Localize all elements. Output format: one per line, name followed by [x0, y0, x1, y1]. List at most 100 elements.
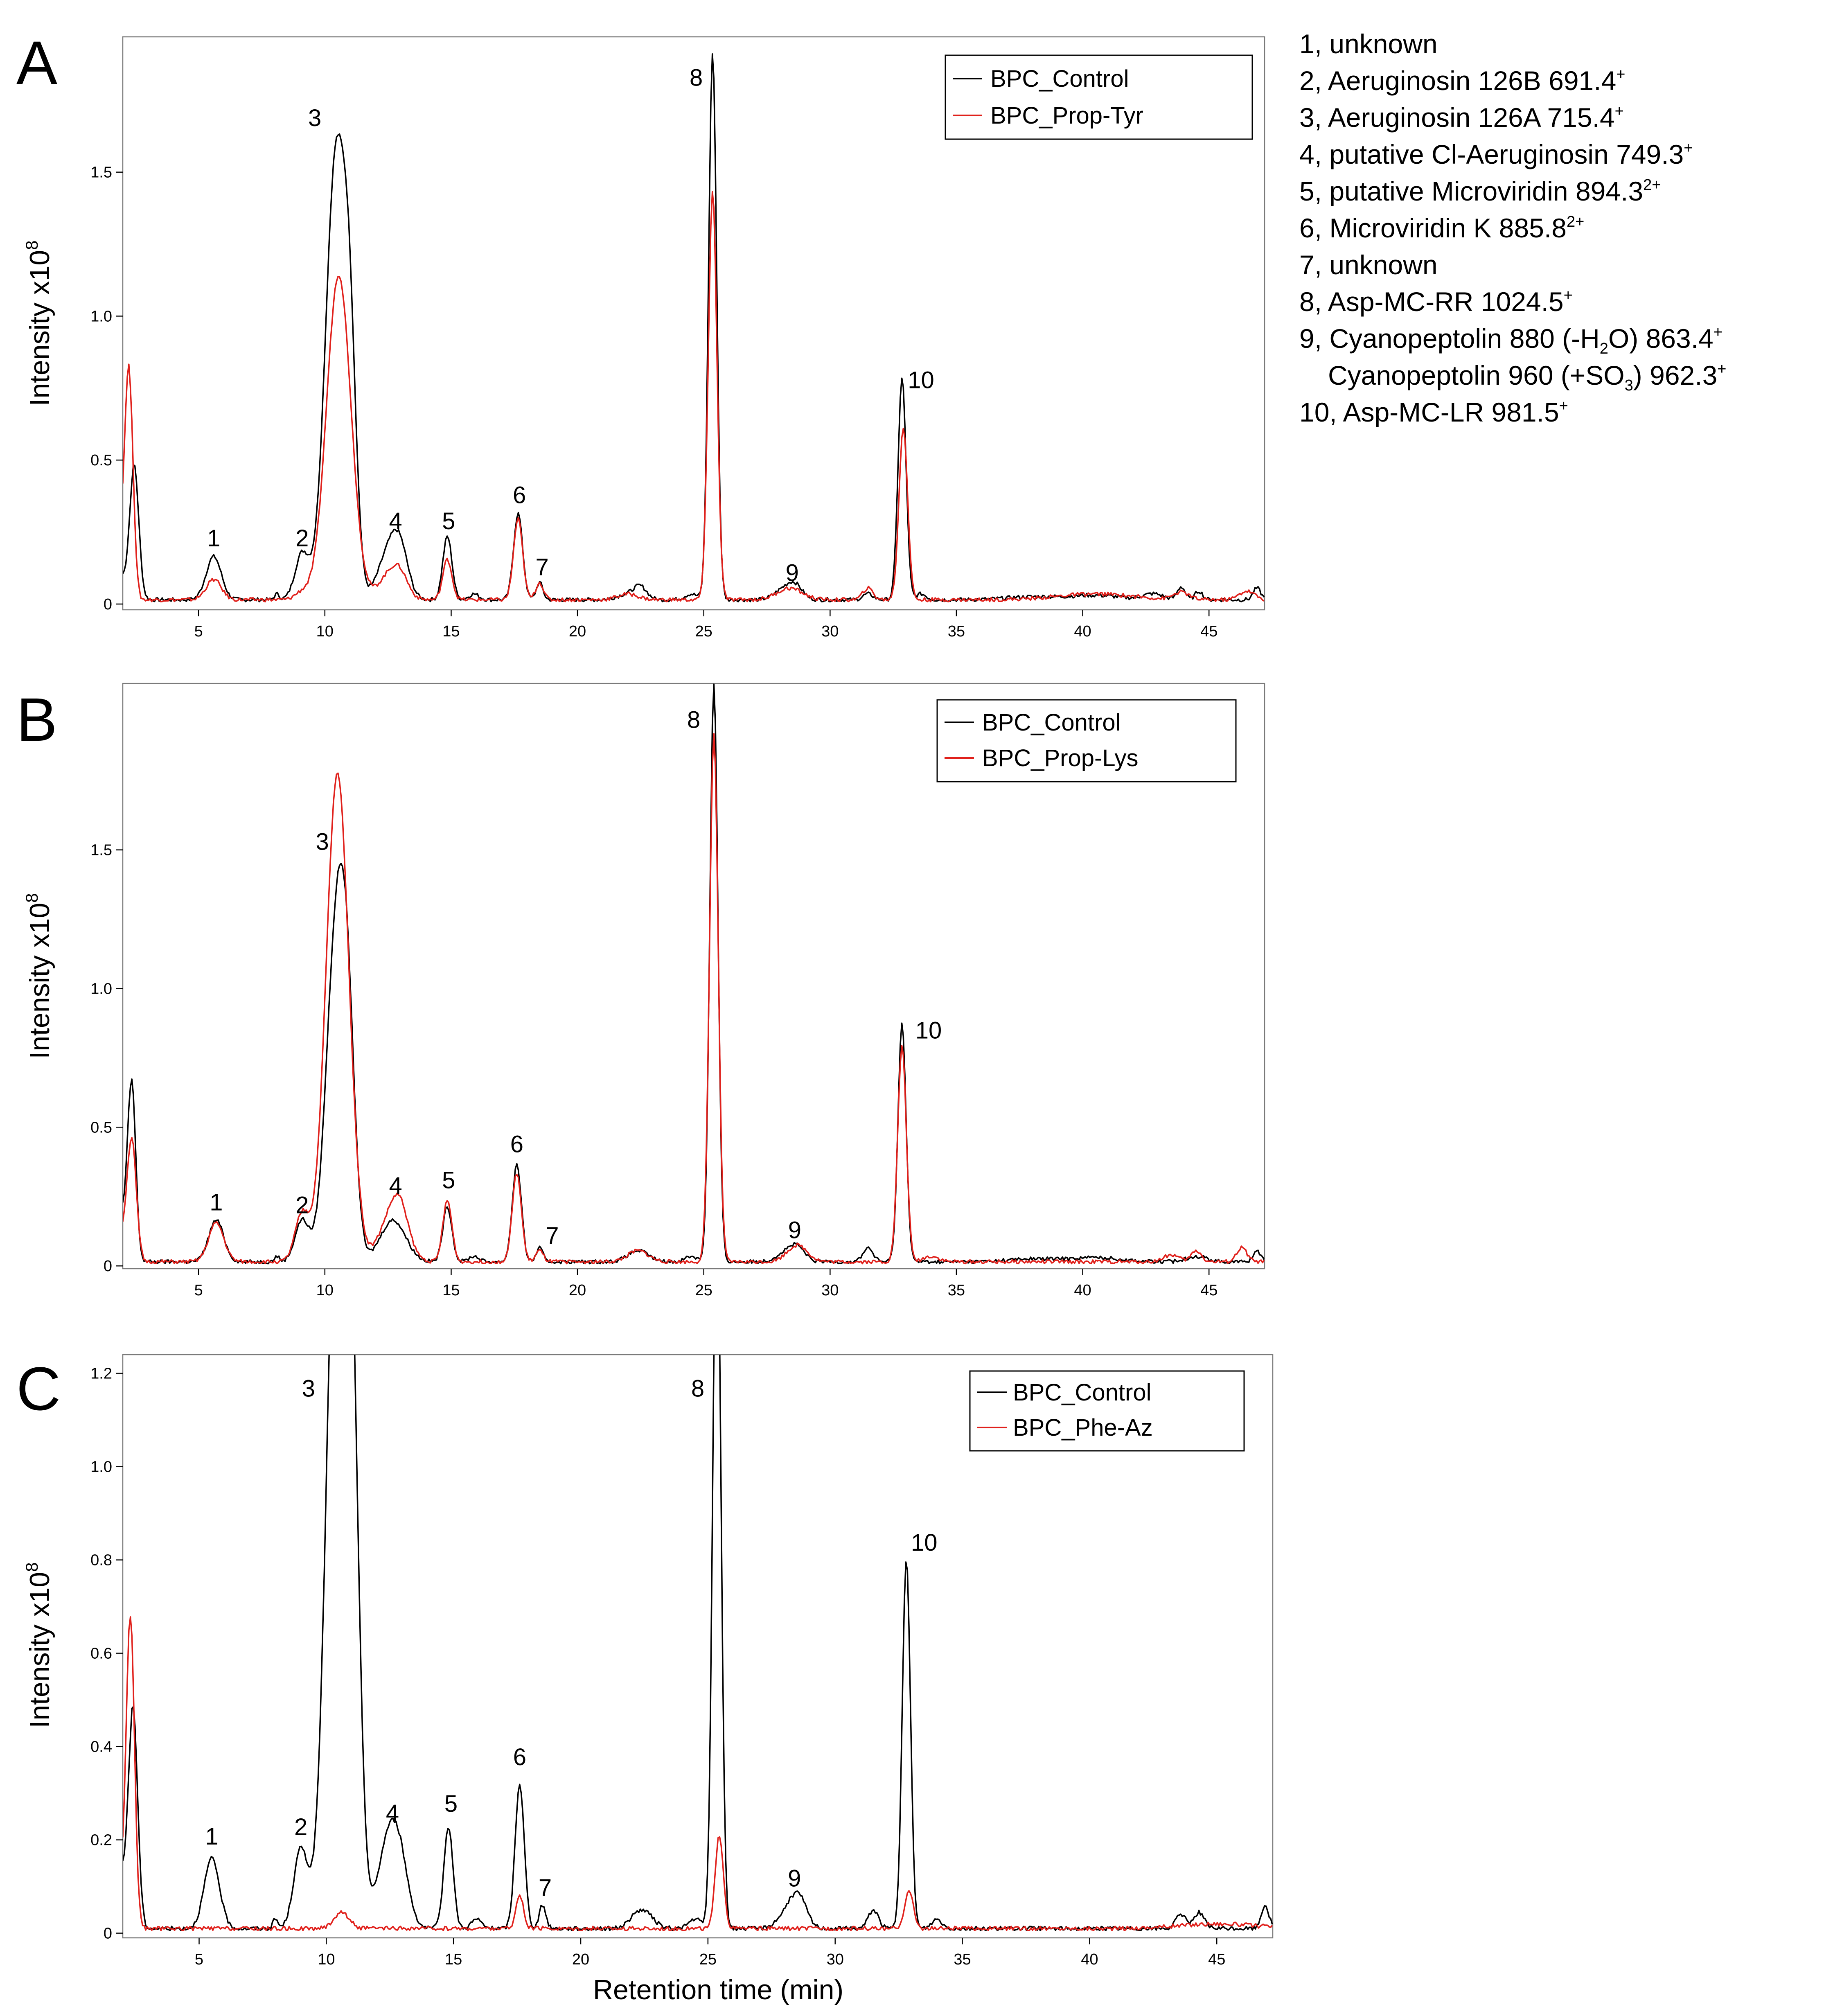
- x-tick-label-b-6: 35: [948, 1282, 965, 1299]
- traces-c: [123, 1355, 1273, 1932]
- y-tick-label-b-1: 0.5: [90, 1119, 112, 1136]
- series-line-b-treatment: [123, 733, 1265, 1265]
- y-tick-label-c-6: 1.2: [90, 1365, 112, 1382]
- peak-label-b-8: 8: [687, 706, 700, 733]
- plot-frame-a: [122, 36, 1265, 611]
- peak-labels-c: 1 2 3 4 5 6 7 8 9 10: [205, 1376, 937, 1901]
- x-tick-label-c-5: 30: [827, 1951, 844, 1968]
- y-tick-label-b-3: 1.5: [90, 842, 112, 859]
- peak-label-b-2: 2: [295, 1192, 309, 1218]
- svg-text:Intensity x108: Intensity x108: [22, 893, 55, 1059]
- x-tick-label-c-8: 45: [1208, 1951, 1225, 1968]
- panel-letter-b: B: [16, 685, 57, 754]
- legend-entry-treatment-b: BPC_Prop-Lys: [982, 745, 1138, 771]
- legend-entry-control-c: BPC_Control: [1013, 1379, 1151, 1406]
- x-tick-label-b-7: 40: [1074, 1282, 1091, 1299]
- peak-label-b-5: 5: [442, 1167, 455, 1193]
- plot-frame-c: [122, 1354, 1274, 1939]
- x-tick-label-b-0: 5: [194, 1282, 203, 1299]
- x-tick-label-c-6: 35: [954, 1951, 971, 1968]
- y-axis-label-b: Intensity x10: [24, 903, 55, 1059]
- peak-label-c-8: 8: [691, 1376, 704, 1402]
- peak-label-c-7: 7: [539, 1874, 552, 1901]
- peak-key-item-6: 6, Microviridin K 885.82+: [1299, 213, 1584, 243]
- peak-label-c-6: 6: [513, 1744, 526, 1770]
- legend-box-b: [936, 699, 1237, 782]
- x-tick-label-c-7: 40: [1081, 1951, 1098, 1968]
- x-tick-label-b-3: 20: [569, 1282, 586, 1299]
- x-tick-label-c-3: 20: [572, 1951, 589, 1968]
- peak-label-a-10: 10: [908, 367, 934, 393]
- legend-box-a: [945, 54, 1253, 140]
- peak-label-a-8: 8: [690, 65, 703, 91]
- legend-box-c: [969, 1370, 1245, 1452]
- x-tick-label-b-4: 25: [695, 1282, 712, 1299]
- peak-label-b-7: 7: [546, 1222, 559, 1249]
- y-tick-label-c-1: 0.2: [90, 1832, 112, 1849]
- x-tick-label-b-8: 45: [1200, 1282, 1218, 1299]
- y-tick-label-a-3: 1.5: [90, 164, 112, 181]
- peak-key-item-9b: Cyanopeptolin 960 (+SO3) 962.3+: [1328, 360, 1726, 394]
- x-tick-label-c-2: 15: [445, 1951, 462, 1968]
- peak-key-item-7: 7, unknown: [1299, 250, 1438, 280]
- y-tick-label-a-2: 1.0: [90, 308, 112, 325]
- x-tick-label-b-2: 15: [442, 1282, 460, 1299]
- peak-labels-a: 1 2 3 4 5 6 7 8 9 10: [207, 65, 934, 586]
- x-tick-label-a-3: 20: [569, 623, 586, 640]
- peak-label-a-1: 1: [207, 525, 220, 552]
- y-tick-label-a-1: 0.5: [90, 452, 112, 469]
- peak-label-c-3: 3: [302, 1376, 315, 1402]
- legend-entry-control-b: BPC_Control: [982, 709, 1121, 736]
- panel-a: A Intensity x108 5 10 15 20 25 30 35 40 4500.51.…: [16, 28, 1265, 640]
- x-tick-label-a-6: 35: [948, 623, 965, 640]
- y-tick-label-b-0: 0: [104, 1258, 112, 1275]
- peak-label-b-10: 10: [915, 1017, 942, 1044]
- peak-label-c-1: 1: [205, 1823, 218, 1850]
- y-axis-exponent-c: 8: [22, 1562, 41, 1572]
- peak-label-b-1: 1: [210, 1189, 223, 1216]
- y-axis-title-a: Intensity x108: [22, 240, 55, 406]
- y-tick-label-c-4: 0.8: [90, 1552, 112, 1569]
- x-tick-label-c-4: 25: [699, 1951, 717, 1968]
- x-tick-label-a-5: 30: [821, 623, 839, 640]
- peak-label-b-4: 4: [389, 1173, 402, 1199]
- x-tick-label-a-8: 45: [1200, 623, 1218, 640]
- traces-b: [123, 683, 1265, 1265]
- x-tick-label-b-5: 30: [821, 1282, 839, 1299]
- x-axis-label: Retention time (min): [593, 1974, 843, 2005]
- x-tick-label-a-0: 5: [194, 623, 203, 640]
- y-tick-label-b-2: 1.0: [90, 980, 112, 997]
- svg-text:Intensity x108: Intensity x108: [22, 240, 55, 406]
- svg-text:Intensity x108: Intensity x108: [22, 1562, 55, 1728]
- y-tick-label-c-3: 0.6: [90, 1645, 112, 1662]
- peak-label-a-9: 9: [786, 560, 799, 586]
- x-tick-label-b-1: 10: [316, 1282, 334, 1299]
- x-tick-label-c-1: 10: [318, 1951, 335, 1968]
- y-tick-label-c-5: 1.0: [90, 1459, 112, 1476]
- peak-label-a-5: 5: [442, 508, 455, 534]
- peak-key-item-8: 8, Asp-MC-RR 1024.5+: [1299, 286, 1573, 317]
- y-tick-label-c-2: 0.4: [90, 1739, 112, 1756]
- peak-label-b-3: 3: [316, 829, 329, 855]
- peak-label-a-2: 2: [295, 525, 309, 552]
- peak-label-c-9: 9: [788, 1865, 801, 1892]
- y-tick-label-a-0: 0: [104, 596, 112, 613]
- panel-letter-c: C: [16, 1354, 61, 1423]
- peak-key-item-3: 3, Aeruginosin 126A 715.4+: [1299, 102, 1624, 133]
- peak-label-c-4: 4: [386, 1800, 399, 1827]
- peak-label-a-7: 7: [536, 554, 549, 581]
- series-line-b-control: [123, 683, 1265, 1265]
- y-axis-title-c: Intensity x108: [22, 1562, 55, 1728]
- peak-label-b-9: 9: [788, 1217, 801, 1243]
- y-axis-label-c: Intensity x10: [24, 1572, 55, 1728]
- series-line-a-treatment: [123, 191, 1265, 602]
- peak-key: 1, unknown 2, Aeruginosin 126B 691.4+ 3, A…: [1299, 29, 1726, 427]
- peak-label-a-4: 4: [389, 508, 402, 534]
- legend-b: BPC_Control BPC_Prop-Lys: [936, 699, 1237, 782]
- x-tick-label-a-4: 25: [695, 623, 712, 640]
